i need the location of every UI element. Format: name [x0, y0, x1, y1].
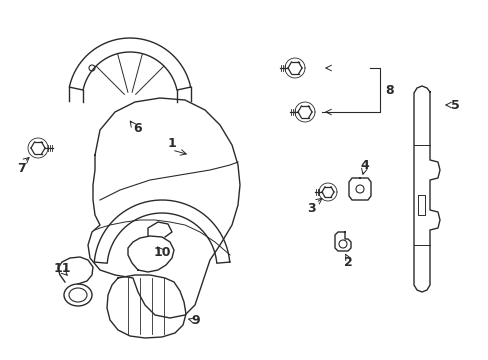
- Text: 9: 9: [191, 314, 200, 327]
- Text: 11: 11: [53, 261, 71, 274]
- Text: 8: 8: [385, 84, 393, 96]
- Text: 6: 6: [133, 122, 142, 135]
- Text: 10: 10: [153, 246, 170, 258]
- Text: 3: 3: [307, 202, 316, 215]
- Text: 2: 2: [343, 256, 352, 269]
- Text: 7: 7: [18, 162, 26, 175]
- Text: 5: 5: [450, 99, 458, 112]
- Text: 1: 1: [167, 136, 176, 149]
- Text: 4: 4: [360, 158, 368, 171]
